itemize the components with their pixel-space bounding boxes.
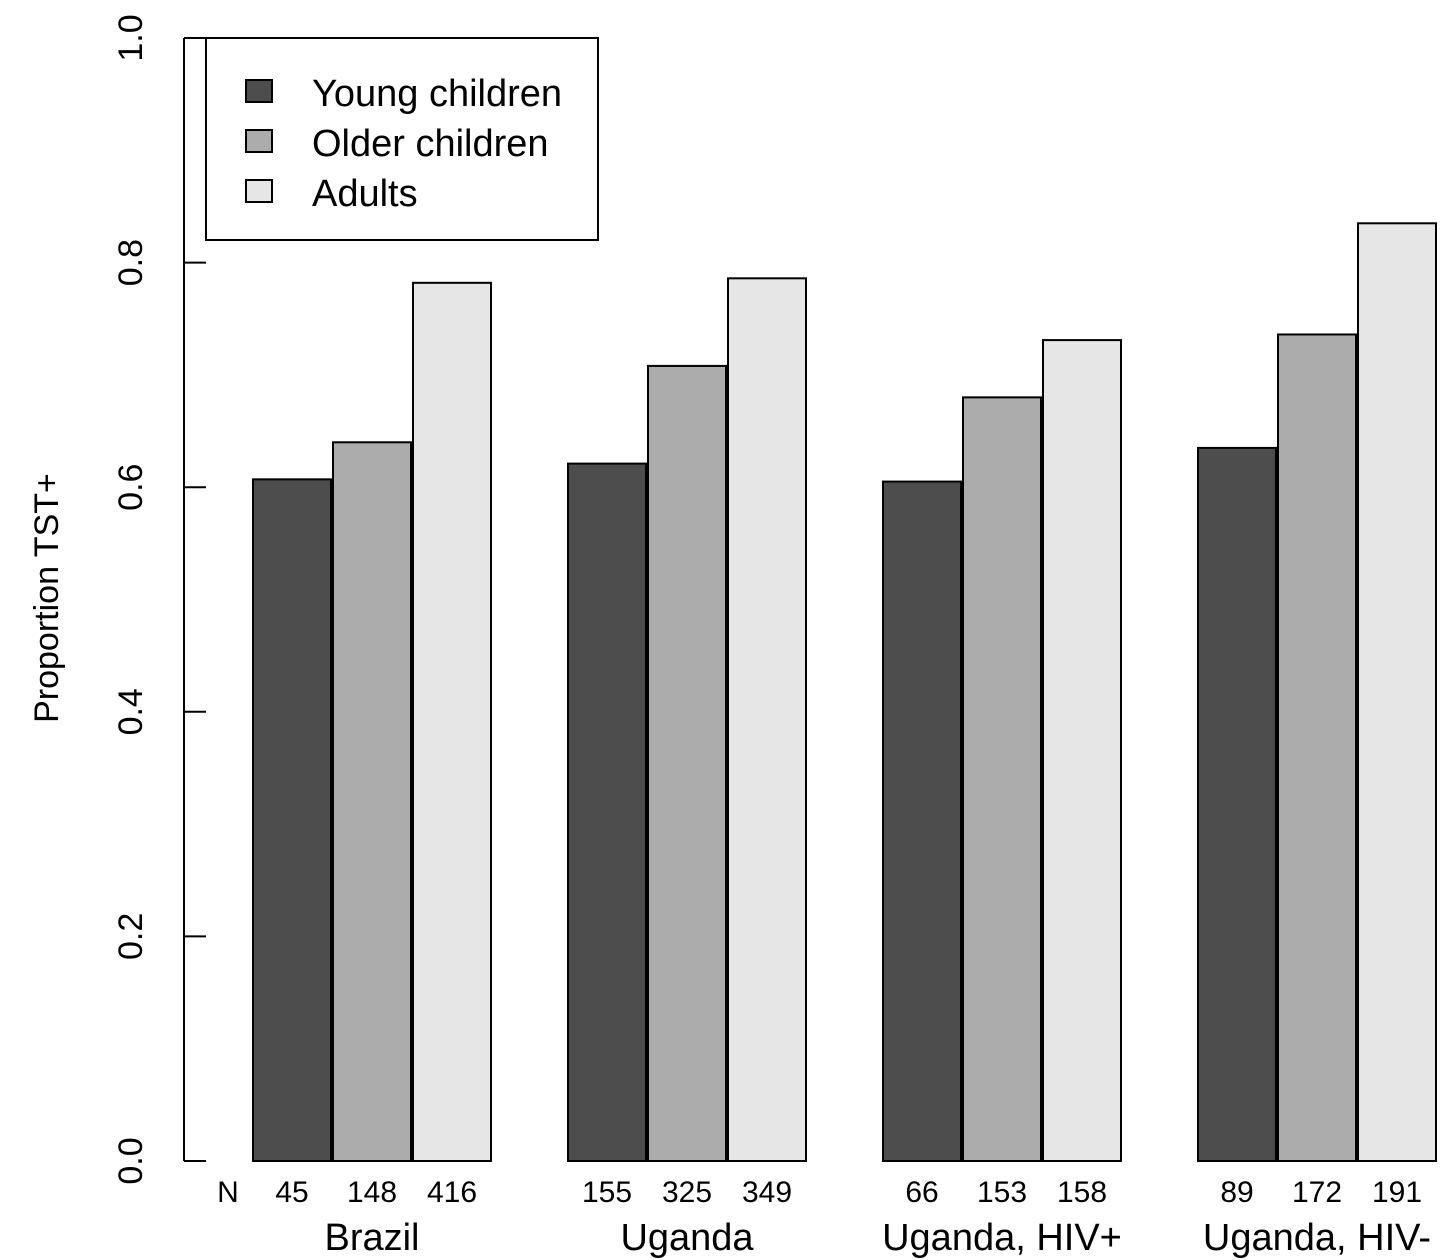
bar [1197,446,1277,1162]
y-tick-label: 0.6 [112,464,150,511]
n-label: 191 [1372,1176,1422,1209]
legend-label: Adults [312,173,418,215]
bar [252,478,332,1162]
bar [962,396,1042,1162]
y-axis: 0.0 0.2 0.4 0.6 0.8 1.0 [112,14,206,1185]
legend-swatch [245,179,273,203]
n-label: 172 [1292,1176,1342,1209]
bar [727,277,807,1162]
bar [1357,222,1437,1163]
n-label: 325 [662,1176,712,1209]
n-label: 349 [742,1176,792,1209]
legend: Young children Older children Adults [205,37,599,241]
legend-label: Young children [312,73,562,115]
n-label: 66 [905,1176,938,1209]
n-label: 155 [582,1176,632,1209]
n-label: 153 [977,1176,1027,1209]
legend-box [205,37,599,241]
bars [252,222,1437,1163]
bar [412,281,492,1162]
n-label: 89 [1220,1176,1253,1209]
bar [1277,333,1357,1162]
bar [567,462,647,1162]
n-label: 416 [427,1176,477,1209]
n-label: 158 [1057,1176,1107,1209]
category-label: Uganda, HIV- [1203,1217,1431,1259]
y-tick-label: 0.4 [112,688,150,735]
n-label: 45 [275,1176,308,1209]
category-label: Uganda, HIV+ [882,1217,1122,1259]
y-axis-label: Proportion TST+ [28,473,66,723]
legend-swatch [245,79,273,103]
y-tick-label: 0.0 [112,1137,150,1184]
n-prefix-label: N [217,1176,239,1209]
y-tick-label: 0.2 [112,913,150,960]
legend-label: Older children [312,123,549,165]
y-tick-label: 1.0 [112,14,150,61]
category-label: Brazil [324,1217,419,1259]
y-tick-label: 0.8 [112,239,150,286]
n-label: 148 [347,1176,397,1209]
bar [647,364,727,1162]
bar [1042,339,1122,1163]
category-label: Uganda [620,1217,754,1259]
bar [332,441,412,1162]
bar [882,480,962,1162]
legend-swatch [245,129,273,153]
